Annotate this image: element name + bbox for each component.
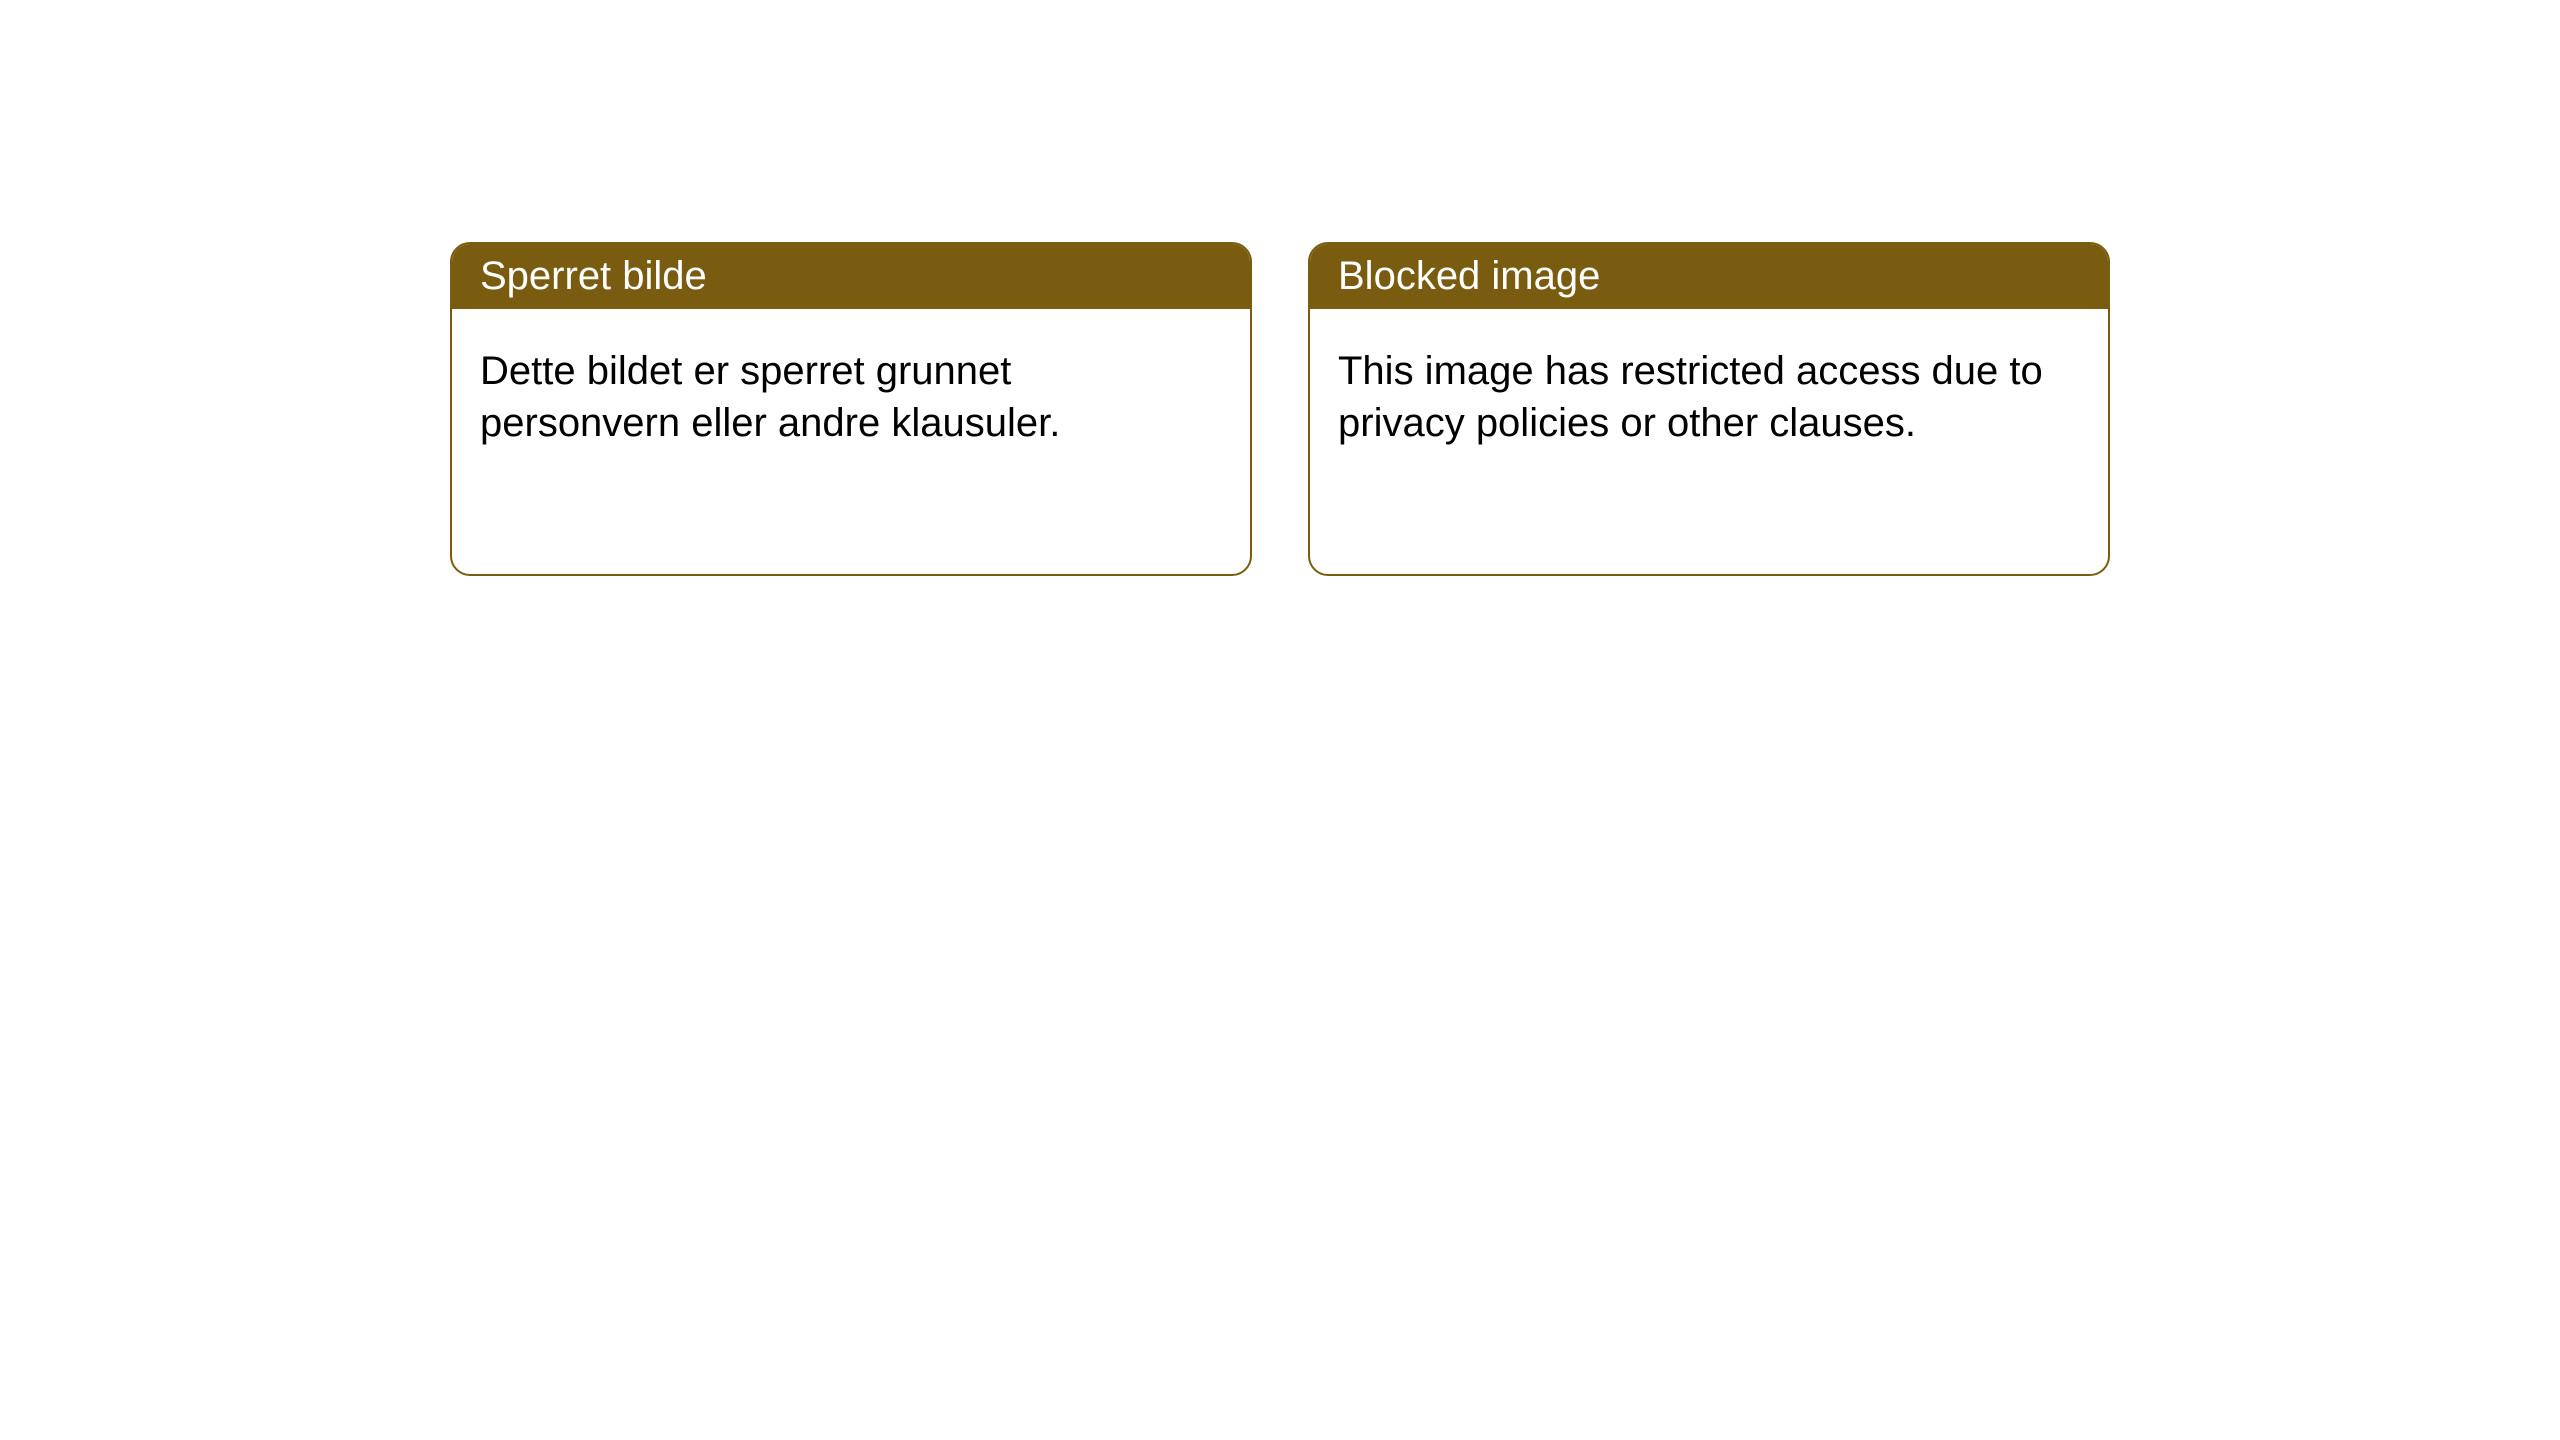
notice-header-english: Blocked image bbox=[1310, 244, 2108, 309]
notice-container: Sperret bilde Dette bildet er sperret gr… bbox=[0, 0, 2560, 576]
notice-card-norwegian: Sperret bilde Dette bildet er sperret gr… bbox=[450, 242, 1252, 576]
notice-title-english: Blocked image bbox=[1338, 254, 1600, 298]
notice-text-english: This image has restricted access due to … bbox=[1338, 349, 2043, 445]
notice-card-english: Blocked image This image has restricted … bbox=[1308, 242, 2110, 576]
notice-body-english: This image has restricted access due to … bbox=[1310, 309, 2108, 485]
notice-text-norwegian: Dette bildet er sperret grunnet personve… bbox=[480, 349, 1060, 445]
notice-title-norwegian: Sperret bilde bbox=[480, 254, 707, 298]
notice-header-norwegian: Sperret bilde bbox=[452, 244, 1250, 309]
notice-body-norwegian: Dette bildet er sperret grunnet personve… bbox=[452, 309, 1250, 485]
